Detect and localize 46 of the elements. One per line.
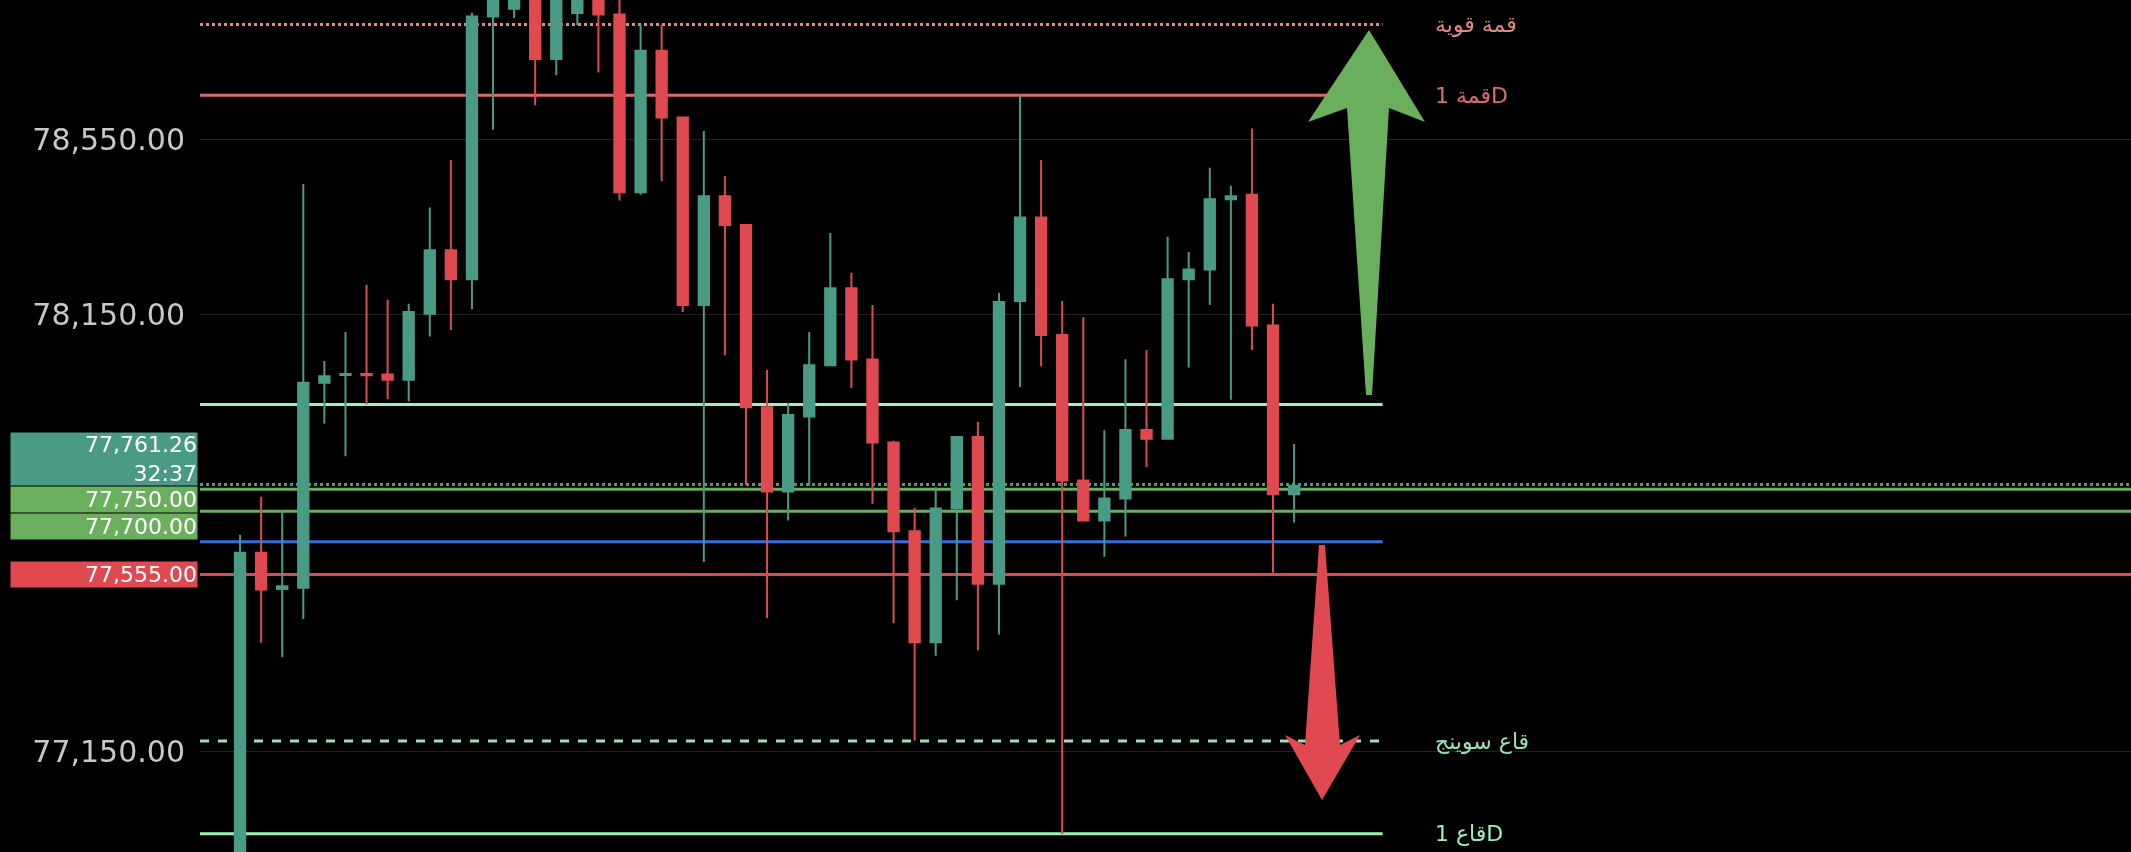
candlestick — [1034, 158, 1048, 368]
candlestick — [929, 486, 942, 657]
y-tick-label: 77,150.00 — [32, 734, 185, 770]
candlestick — [676, 116, 689, 313]
candlestick — [444, 158, 458, 331]
candlestick — [613, 0, 626, 202]
ref-line-label: قمة قوية — [1435, 12, 1517, 37]
candlestick — [233, 533, 247, 852]
candlestick — [1224, 184, 1238, 401]
ref-line-label: قاع 1D — [1435, 821, 1504, 846]
candlestick — [718, 175, 732, 357]
ref-line-label: 77,761.26 32:37 — [85, 432, 197, 486]
candlestick — [276, 509, 289, 659]
candlestick — [507, 0, 521, 19]
ref-line-label: قاع سوينج — [1435, 729, 1530, 754]
candlestick — [465, 11, 479, 311]
candlestick — [318, 359, 331, 425]
candlestick — [529, 0, 542, 107]
candlestick — [423, 206, 436, 338]
candlestick — [1161, 235, 1174, 440]
candlestick — [1013, 93, 1027, 389]
candlestick — [550, 0, 563, 77]
candlestick — [486, 0, 500, 131]
candlestick — [1140, 348, 1153, 469]
candlestick — [360, 283, 373, 406]
candlestick — [866, 303, 879, 505]
candlestick — [592, 0, 605, 74]
candlestick — [845, 271, 858, 389]
candlestick — [1077, 316, 1090, 522]
candlestick — [739, 224, 753, 486]
ref-line-label: قمة 1D — [1435, 83, 1508, 108]
ref-line-label: 77,700.00 — [85, 514, 197, 539]
candlestick — [381, 298, 394, 400]
candlestick — [339, 331, 352, 458]
y-tick-label: 78,150.00 — [32, 297, 185, 333]
y-tick-label: 78,550.00 — [32, 122, 185, 158]
ref-line-label: 77,750.00 — [85, 487, 197, 512]
candlestick — [1245, 127, 1259, 351]
candlestick — [824, 231, 837, 367]
candlestick — [1203, 166, 1216, 306]
ref-line-label: 77,555.00 — [85, 562, 197, 587]
candlestick — [402, 302, 415, 403]
candlestick — [1182, 251, 1195, 369]
candlestick — [634, 23, 647, 196]
candlestick — [571, 0, 584, 27]
candlestick — [655, 23, 668, 183]
